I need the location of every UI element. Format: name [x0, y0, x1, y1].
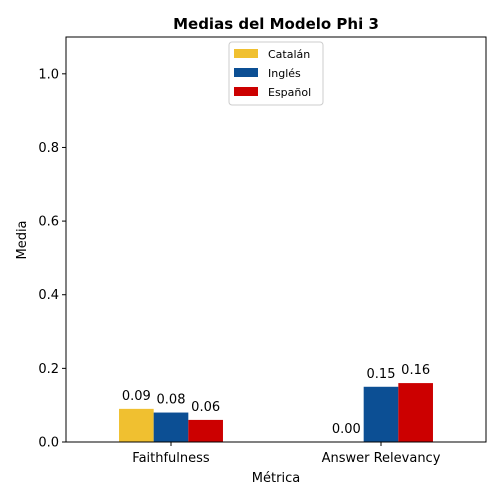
- data-label: 0.08: [157, 393, 186, 408]
- y-tick-label: 0.8: [38, 141, 59, 156]
- y-axis-label: Media: [15, 220, 30, 259]
- legend-swatch: [234, 87, 258, 96]
- legend-swatch: [234, 49, 258, 58]
- legend-entry: Inglés: [268, 67, 301, 80]
- y-tick-label: 0.0: [38, 436, 59, 451]
- axes-frame: [65, 36, 487, 443]
- legend-entry: Español: [268, 86, 311, 99]
- data-label: 0.00: [332, 422, 361, 437]
- data-label: 0.09: [122, 389, 151, 404]
- chart-title: Medias del Modelo Phi 3: [173, 15, 379, 33]
- legend-swatch: [234, 68, 258, 77]
- y-tick-label: 0.4: [38, 288, 59, 303]
- y-tick-label: 0.2: [38, 362, 59, 377]
- bar: [363, 386, 399, 442]
- x-tick-label: Faithfulness: [132, 451, 210, 466]
- x-axis-label: Métrica: [252, 471, 300, 486]
- x-tick-label: Answer Relevancy: [322, 451, 441, 466]
- bar: [119, 408, 154, 442]
- legend: Catalán Inglés Español: [228, 41, 324, 106]
- data-label: 0.16: [401, 363, 430, 378]
- plot-area: 0.09 0.00 0.08 0.15 0.06 0.16 0.0 0.2 0.4 0.6 0.8 1…: [38, 36, 487, 466]
- data-label: 0.15: [367, 367, 396, 382]
- bar: [398, 383, 433, 442]
- y-tick-label: 1.0: [38, 67, 59, 82]
- data-label: 0.06: [191, 400, 220, 415]
- bar: [188, 419, 223, 442]
- legend-entry: Catalán: [268, 48, 310, 61]
- y-tick-label: 0.6: [38, 215, 59, 230]
- bar: [153, 412, 189, 442]
